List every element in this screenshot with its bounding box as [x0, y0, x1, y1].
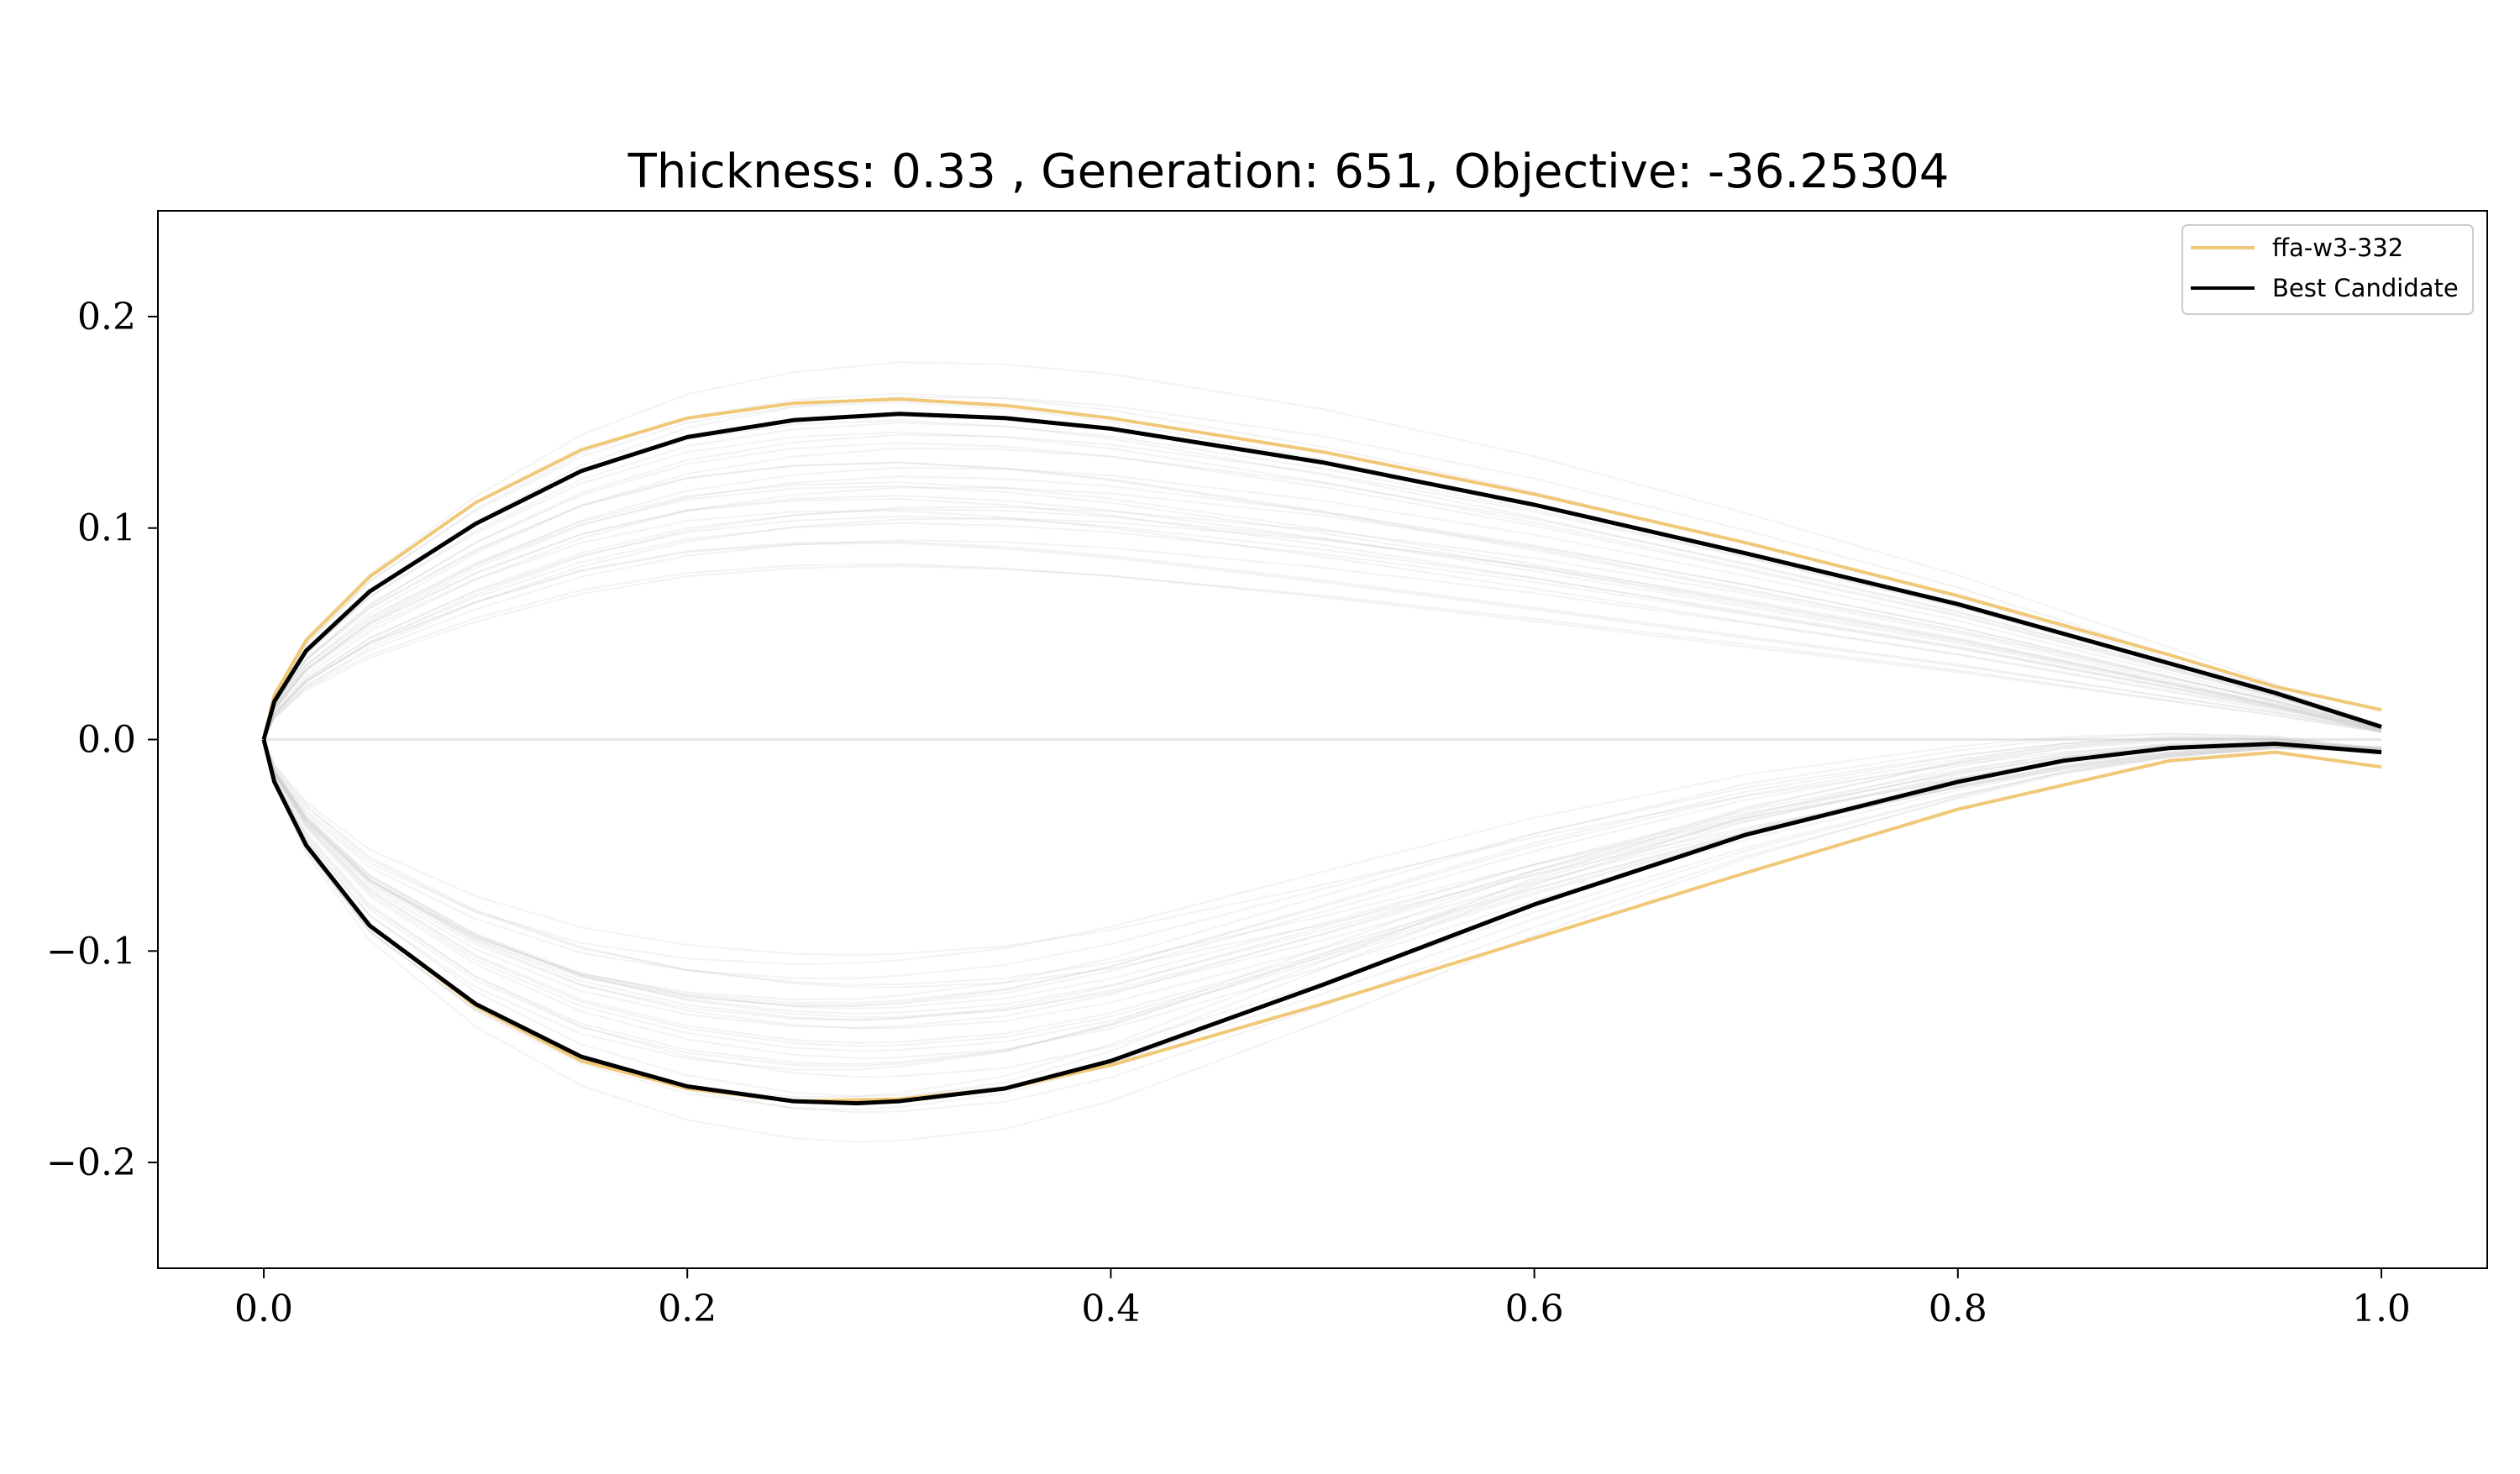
- x-tick-label: 0.0: [234, 1288, 293, 1330]
- candidate-curve-upper: [263, 461, 2382, 740]
- x-axis: 0.0 0.2 0.4 0.6 0.8 1.0: [234, 1268, 2411, 1330]
- candidate-curve-lower: [263, 739, 2382, 1010]
- candidate-curve-lower: [263, 733, 2382, 1001]
- candidate-curve-lower: [263, 739, 2382, 1019]
- series-best-candidate-lower: [261, 738, 2382, 1106]
- y-tick-label: 0.2: [77, 296, 136, 338]
- legend-label-ffa-w3-332: ffa-w3-332: [2272, 233, 2403, 262]
- y-axis: −0.2 −0.1 0.0 0.1 0.2: [46, 296, 158, 1184]
- candidate-curve-upper: [263, 486, 2382, 740]
- x-tick-label: 0.2: [658, 1288, 717, 1330]
- x-tick-label: 1.0: [2352, 1288, 2411, 1330]
- candidate-curve-lower: [263, 739, 2382, 1047]
- candidate-curve-lower: [263, 739, 2382, 1059]
- candidate-curve-upper: [263, 475, 2382, 740]
- series-ffa-w3-332-lower: [262, 739, 2382, 1104]
- candidate-curve-upper: [263, 522, 2382, 740]
- candidate-curve-upper: [263, 361, 2382, 740]
- candidate-curve-lower: [263, 737, 2382, 979]
- candidate-curve-upper: [263, 433, 2382, 740]
- candidate-curve-upper: [263, 563, 2382, 740]
- candidate-curve-upper: [263, 481, 2382, 740]
- candidate-curve-lower: [263, 738, 2382, 1005]
- candidate-curve-upper: [263, 540, 2382, 740]
- candidate-curve-lower: [263, 739, 2382, 1066]
- candidate-curve-lower: [263, 739, 2382, 1098]
- candidate-curve-upper: [263, 564, 2382, 740]
- candidate-curve-lower: [263, 737, 2382, 1103]
- candidate-curve-lower: [263, 739, 2382, 1067]
- candidate-curve-lower: [263, 739, 2382, 957]
- x-tick-label: 0.6: [1505, 1288, 1564, 1330]
- candidate-curve-lower: [263, 739, 2382, 1052]
- series-best-candidate-upper: [261, 412, 2382, 741]
- x-tick-label: 0.4: [1081, 1288, 1140, 1330]
- legend-label-best-candidate: Best Candidate: [2272, 274, 2459, 302]
- candidate-curve-lower: [263, 739, 2382, 1143]
- chart-title: Thickness: 0.33 , Generation: 651, Objec…: [627, 144, 1950, 199]
- candidate-curve-lower: [263, 739, 2382, 1078]
- candidate-curve-upper: [263, 539, 2382, 740]
- candidate-curve-upper: [263, 422, 2382, 740]
- y-tick-label: −0.1: [46, 930, 136, 973]
- legend: ffa-w3-332 Best Candidate: [2181, 224, 2474, 315]
- candidate-curve-upper: [263, 485, 2382, 740]
- candidate-curve-upper: [263, 506, 2382, 740]
- candidate-curve-upper: [263, 497, 2382, 740]
- candidate-curve-lower: [263, 739, 2382, 1111]
- candidate-curve-upper: [263, 447, 2382, 740]
- series-ffa-w3-332-upper: [262, 397, 2382, 740]
- candidate-curve-lower: [263, 735, 2382, 1099]
- candidate-curve-upper: [263, 431, 2382, 740]
- series-layer: [261, 397, 2382, 1106]
- candidate-curve-lower: [263, 739, 2382, 1029]
- candidate-curve-upper: [263, 495, 2382, 740]
- candidate-curve-lower: [263, 739, 2382, 989]
- candidate-curve-lower: [263, 739, 2382, 1008]
- legend-box: [2181, 224, 2474, 315]
- candidate-curve-lower: [263, 739, 2382, 1021]
- candidate-curve-upper: [263, 508, 2382, 740]
- y-tick-label: 0.1: [77, 507, 136, 550]
- candidate-curve-lower: [263, 732, 2382, 966]
- candidate-curve-upper: [263, 461, 2382, 740]
- candidate-curve-lower: [263, 736, 2382, 1007]
- candidate-curve-upper: [263, 517, 2382, 740]
- candidate-curve-upper: [263, 515, 2382, 740]
- y-tick-label: 0.0: [77, 719, 136, 762]
- candidate-curve-upper: [263, 542, 2382, 740]
- y-tick-label: −0.2: [46, 1141, 136, 1184]
- candidate-curve-upper: [263, 442, 2382, 740]
- candidate-curve-lower: [263, 739, 2382, 1044]
- candidate-curve-lower: [263, 739, 2382, 1030]
- candidate-curve-upper: [263, 466, 2382, 740]
- background-candidate-curves: [263, 361, 2382, 1143]
- candidate-curve-upper: [263, 509, 2382, 740]
- candidate-curve-upper: [263, 392, 2382, 740]
- x-tick-label: 0.8: [1929, 1288, 1987, 1330]
- candidate-curve-lower: [263, 737, 2382, 1071]
